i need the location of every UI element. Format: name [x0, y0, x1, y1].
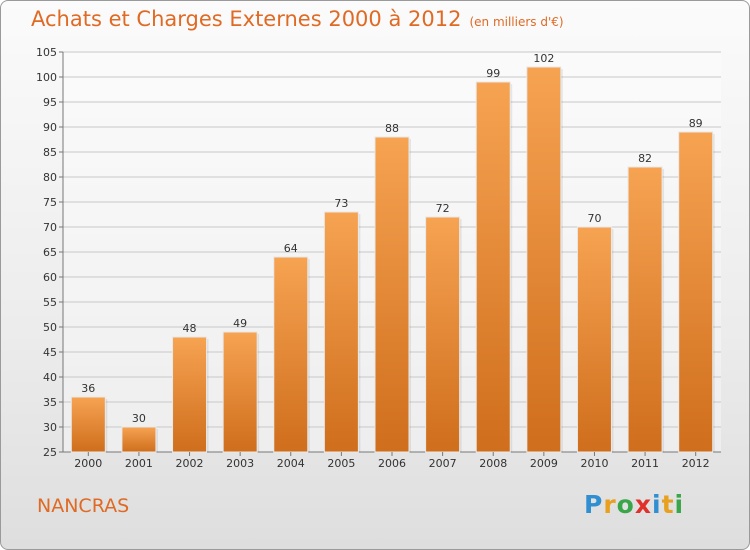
y-tick-label: 80	[43, 171, 57, 184]
bar	[678, 131, 714, 453]
bar	[526, 66, 562, 453]
x-tick-label: 2007	[429, 457, 457, 470]
x-tick-label: 2005	[327, 457, 355, 470]
x-tick-label: 2004	[277, 457, 305, 470]
y-tick-label: 90	[43, 121, 57, 134]
logo-letter: i	[674, 490, 685, 519]
data-label: 30	[132, 412, 146, 425]
x-tick-label: 2009	[530, 457, 558, 470]
logo-letter: r	[603, 490, 617, 519]
y-tick-label: 40	[43, 371, 57, 384]
data-label: 64	[284, 242, 298, 255]
proxiti-logo: Proxiti	[584, 490, 684, 519]
y-tick-label: 85	[43, 146, 57, 159]
data-label: 48	[183, 322, 197, 335]
y-tick-label: 30	[43, 421, 57, 434]
logo-letter: o	[616, 490, 635, 519]
logo-letter: i	[652, 490, 662, 519]
bar	[273, 256, 309, 453]
logo-letter: P	[584, 490, 604, 519]
bar	[576, 226, 612, 453]
bar	[323, 211, 359, 453]
bar	[172, 336, 208, 453]
chart-title-text: Achats et Charges Externes 2000 à 2012	[31, 7, 462, 31]
data-label: 99	[486, 67, 500, 80]
commune-name: NANCRAS	[37, 495, 130, 517]
y-tick-label: 60	[43, 271, 57, 284]
data-label: 88	[385, 122, 399, 135]
bar	[425, 216, 461, 453]
bar	[475, 81, 511, 453]
x-tick-label: 2006	[378, 457, 406, 470]
y-tick-label: 25	[43, 446, 57, 459]
bar	[374, 136, 410, 453]
logo-letter: t	[661, 490, 675, 519]
y-tick-label: 70	[43, 221, 57, 234]
bar	[222, 331, 258, 453]
data-label: 70	[587, 212, 601, 225]
y-tick-label: 100	[36, 71, 57, 84]
bar	[627, 166, 663, 453]
y-tick-label: 65	[43, 246, 57, 259]
x-tick-label: 2000	[74, 457, 102, 470]
x-tick-label: 2002	[176, 457, 204, 470]
data-label: 49	[233, 317, 247, 330]
chart-subtitle: (en milliers d'€)	[469, 15, 564, 29]
x-tick-label: 2001	[125, 457, 153, 470]
x-tick-label: 2011	[631, 457, 659, 470]
data-label: 89	[689, 117, 703, 130]
y-tick-label: 95	[43, 96, 57, 109]
data-label: 36	[81, 382, 95, 395]
y-tick-label: 45	[43, 346, 57, 359]
y-tick-label: 55	[43, 296, 57, 309]
y-tick-label: 105	[36, 46, 57, 59]
bar	[121, 426, 157, 453]
data-label: 72	[436, 202, 450, 215]
x-tick-label: 2010	[580, 457, 608, 470]
data-label: 73	[334, 197, 348, 210]
bar	[70, 396, 106, 453]
logo-letter: x	[634, 490, 652, 519]
data-label: 82	[638, 152, 652, 165]
chart-title: Achats et Charges Externes 2000 à 2012 (e…	[31, 7, 564, 31]
x-tick-label: 2008	[479, 457, 507, 470]
y-tick-label: 50	[43, 321, 57, 334]
x-tick-label: 2012	[682, 457, 710, 470]
y-tick-label: 75	[43, 196, 57, 209]
x-tick-label: 2003	[226, 457, 254, 470]
y-tick-label: 35	[43, 396, 57, 409]
data-label: 102	[533, 52, 554, 65]
